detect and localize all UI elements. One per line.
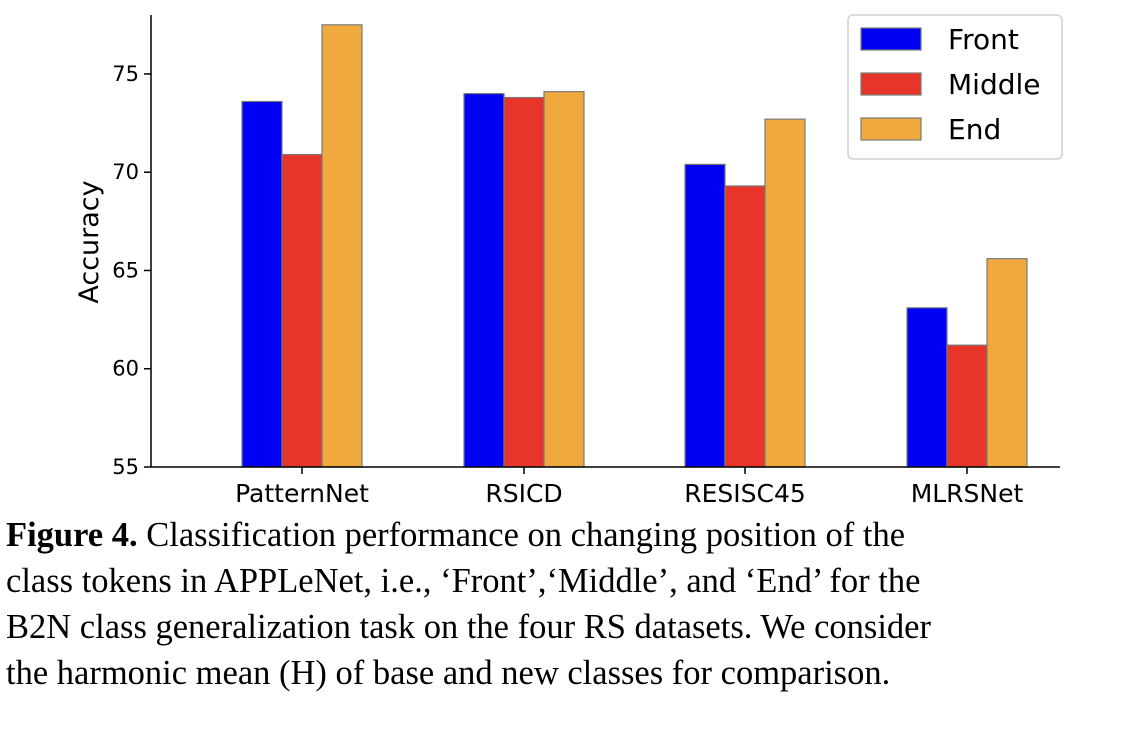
caption-line-3: B2N class generalization task on the fou… <box>6 608 931 646</box>
bar-end-patternnet <box>321 24 363 468</box>
legend-label-middle: Middle <box>948 68 1041 101</box>
y-tick-label: 75 <box>112 62 139 86</box>
bar-middle-mlrsnet <box>946 344 988 468</box>
bar-end-resisc45 <box>764 118 806 468</box>
bars-group <box>241 24 1028 468</box>
x-tick-label-resisc45: RESISC45 <box>684 479 806 508</box>
x-tick-labels-group: PatternNet RSICD RESISC45 MLRSNet <box>235 467 1024 508</box>
figure-label: Figure 4. <box>6 516 138 554</box>
caption-line-4: the harmonic mean (H) of base and new cl… <box>6 654 891 692</box>
x-tick-label-rsicd: RSICD <box>485 479 562 508</box>
bar-middle-rsicd <box>503 96 545 468</box>
legend-swatch-middle <box>860 72 922 96</box>
legend-swatch-front <box>860 27 922 51</box>
bar-front-resisc45 <box>684 163 726 468</box>
legend-swatch-end <box>860 117 922 141</box>
bar-front-mlrsnet <box>906 307 948 468</box>
bar-end-rsicd <box>543 91 585 468</box>
x-tick-label-patternnet: PatternNet <box>235 479 369 508</box>
bar-middle-patternnet <box>281 153 323 468</box>
y-tick-label: 60 <box>112 357 139 381</box>
y-tick-label: 70 <box>112 160 139 184</box>
legend: Front Middle End <box>847 14 1063 160</box>
figure-caption: Figure 4. Classification performance on … <box>6 512 1146 696</box>
bar-front-rsicd <box>463 93 505 468</box>
legend-label-front: Front <box>948 23 1019 56</box>
caption-line-1: Figure 4. Classification performance on … <box>6 512 1146 558</box>
bar-middle-resisc45 <box>724 185 766 468</box>
x-tick-label-mlrsnet: MLRSNet <box>911 479 1024 508</box>
bar-front-patternnet <box>241 100 283 468</box>
y-axis-label: Accuracy <box>74 180 105 303</box>
y-tick-label: 55 <box>112 455 139 479</box>
bar-end-mlrsnet <box>986 258 1028 468</box>
bar-chart: 55 60 65 70 75 PatternNet RSICD RESISC45 MLRSNe… <box>74 14 1063 508</box>
y-ticks-group: 55 60 65 70 75 <box>112 62 151 479</box>
y-tick-label: 65 <box>112 258 139 282</box>
caption-line-2: class tokens in APPLeNet, i.e., ‘Front’,… <box>6 562 921 600</box>
caption-text-1: Classification performance on changing p… <box>146 516 906 554</box>
legend-label-end: End <box>948 113 1001 146</box>
